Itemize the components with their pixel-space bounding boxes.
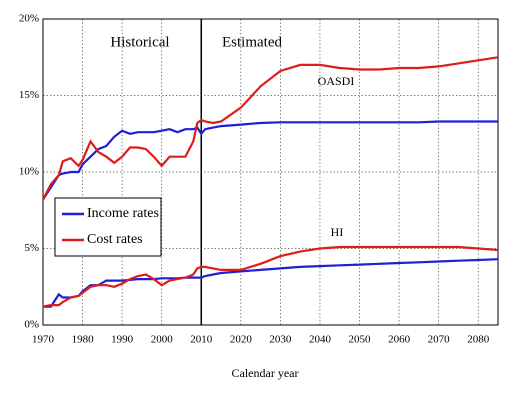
y-tick-label: 10% bbox=[19, 166, 39, 178]
x-tick-label: 2020 bbox=[230, 334, 253, 346]
x-tick-label: 2080 bbox=[467, 334, 490, 346]
x-tick-label: 2000 bbox=[151, 334, 174, 346]
x-tick-label: 2070 bbox=[428, 334, 451, 346]
series-line bbox=[42, 245, 499, 308]
x-tick-label: 2060 bbox=[388, 334, 411, 346]
x-tick-label: 1990 bbox=[111, 334, 134, 346]
y-tick-label: 0% bbox=[24, 319, 39, 331]
series-line bbox=[42, 56, 499, 201]
x-tick-label: 2050 bbox=[349, 334, 372, 346]
x-tick-label: 2010 bbox=[190, 334, 213, 346]
legend-label: Cost rates bbox=[87, 232, 143, 247]
annotation: HI bbox=[331, 225, 344, 239]
plot-frame bbox=[42, 18, 499, 326]
series-line bbox=[42, 120, 498, 201]
y-tick-label: 15% bbox=[19, 89, 39, 101]
series-line bbox=[43, 258, 499, 308]
annotation: Estimated bbox=[222, 34, 282, 50]
legend-label: Income rates bbox=[87, 206, 159, 221]
x-axis-label: Calendar year bbox=[232, 366, 299, 380]
x-tick-label: 1980 bbox=[72, 334, 95, 346]
y-tick-label: 20% bbox=[19, 13, 39, 25]
x-tick-label: 2030 bbox=[269, 334, 292, 346]
x-tick-label: 1970 bbox=[32, 334, 55, 346]
y-tick-label: 5% bbox=[24, 242, 39, 254]
legend-box bbox=[54, 197, 162, 257]
x-tick-label: 2040 bbox=[309, 334, 332, 346]
annotation: Historical bbox=[110, 34, 169, 50]
annotation: OASDI bbox=[318, 74, 355, 88]
